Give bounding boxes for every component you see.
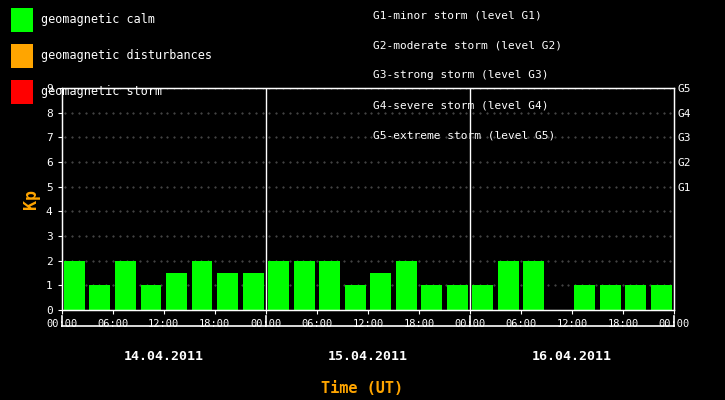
Bar bbox=[421, 285, 442, 310]
Text: geomagnetic disturbances: geomagnetic disturbances bbox=[41, 50, 212, 62]
Bar bbox=[396, 261, 417, 310]
Text: G2-moderate storm (level G2): G2-moderate storm (level G2) bbox=[373, 40, 563, 50]
Y-axis label: Kp: Kp bbox=[22, 189, 41, 209]
Text: G5-extreme storm (level G5): G5-extreme storm (level G5) bbox=[373, 130, 555, 140]
Bar bbox=[523, 261, 544, 310]
Bar bbox=[370, 273, 392, 310]
Bar bbox=[141, 285, 162, 310]
Text: G1-minor storm (level G1): G1-minor storm (level G1) bbox=[373, 10, 542, 20]
Bar bbox=[651, 285, 672, 310]
Text: Time (UT): Time (UT) bbox=[321, 381, 404, 396]
Text: geomagnetic storm: geomagnetic storm bbox=[41, 86, 162, 98]
Bar bbox=[447, 285, 468, 310]
Bar bbox=[64, 261, 85, 310]
Bar bbox=[89, 285, 110, 310]
Bar bbox=[626, 285, 647, 310]
Bar bbox=[268, 261, 289, 310]
Bar bbox=[243, 273, 263, 310]
Bar bbox=[115, 261, 136, 310]
Bar bbox=[294, 261, 315, 310]
Text: geomagnetic calm: geomagnetic calm bbox=[41, 14, 155, 26]
Bar bbox=[166, 273, 187, 310]
Text: G3-strong storm (level G3): G3-strong storm (level G3) bbox=[373, 70, 549, 80]
Text: G4-severe storm (level G4): G4-severe storm (level G4) bbox=[373, 100, 549, 110]
Bar bbox=[473, 285, 493, 310]
Bar bbox=[217, 273, 238, 310]
Text: 16.04.2011: 16.04.2011 bbox=[532, 350, 612, 363]
Bar bbox=[344, 285, 365, 310]
Bar bbox=[319, 261, 340, 310]
Bar bbox=[600, 285, 621, 310]
Bar bbox=[574, 285, 595, 310]
Text: 15.04.2011: 15.04.2011 bbox=[328, 350, 408, 363]
Bar bbox=[498, 261, 519, 310]
Text: 14.04.2011: 14.04.2011 bbox=[124, 350, 204, 363]
Bar bbox=[191, 261, 212, 310]
